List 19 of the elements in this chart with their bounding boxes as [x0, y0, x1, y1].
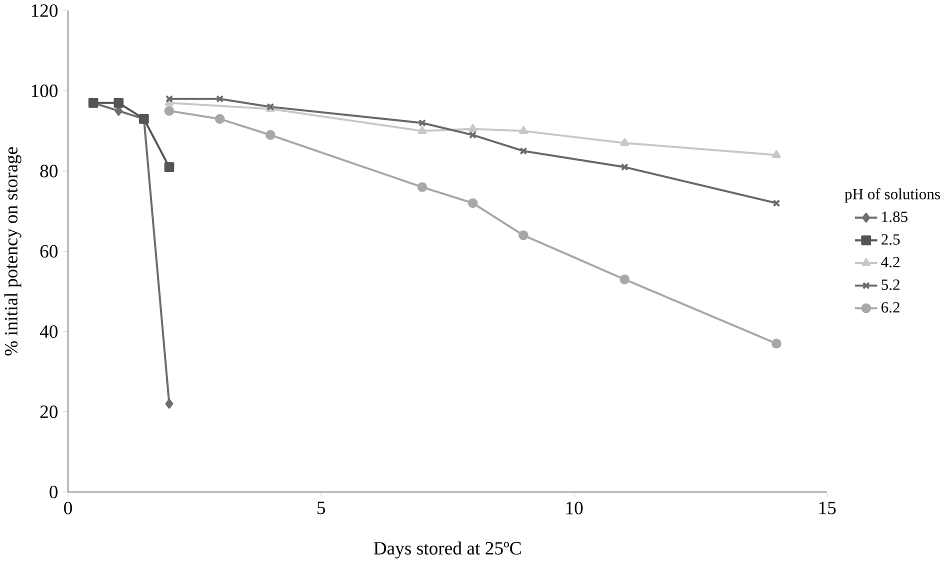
legend-title: pH of solutions [844, 188, 940, 203]
legend-label: 2.5 [882, 234, 900, 245]
x-tick-label: 0 [64, 502, 72, 514]
y-tick-label: 120 [32, 4, 58, 18]
x-axis-title: Days stored at 25ºC [374, 542, 521, 559]
legend-label: 6.2 [882, 302, 900, 313]
x-tick-label: 10 [566, 502, 583, 514]
y-tick-label: 60 [40, 245, 58, 258]
x-tick-label: 5 [317, 502, 325, 514]
y-tick-label: 0 [50, 486, 58, 498]
x-tick-label: 15 [819, 502, 836, 514]
y-tick-label: 100 [32, 84, 58, 98]
y-axis-title: % initial potency on storage [4, 147, 22, 356]
y-tick-label: 20 [40, 406, 58, 418]
y-tick-label: 80 [40, 164, 58, 178]
legend-label: 1.85 [882, 212, 908, 222]
y-tick-label: 40 [40, 325, 58, 338]
legend-label: 4.2 [881, 256, 900, 268]
legend-label: 5.2 [882, 280, 900, 290]
